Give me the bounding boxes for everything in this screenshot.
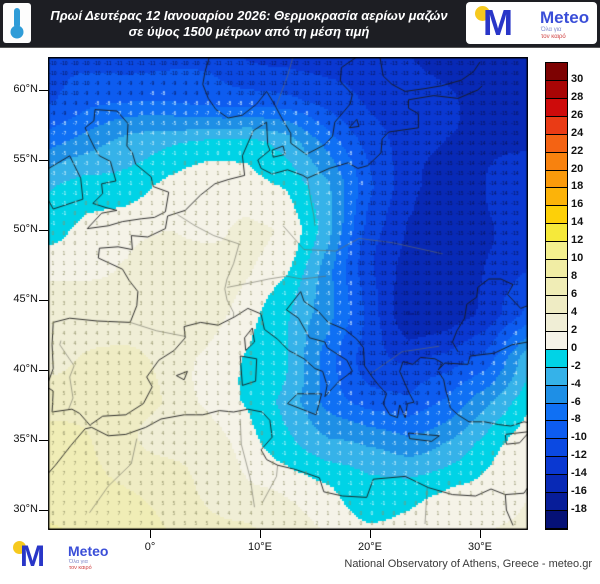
colorbar-tick-label: -6: [571, 395, 581, 408]
lat-tick-mark: [39, 439, 48, 441]
map-title: Πρωί Δευτέρας 12 Ιανουαρίου 2026: Θερμοκ…: [36, 0, 462, 47]
lat-tick-label: 60°N: [13, 83, 38, 95]
logo-tagline-2: τον καιρό: [69, 565, 92, 571]
lat-tick-label: 50°N: [13, 223, 38, 235]
colorbar-tick-label: 20: [571, 162, 584, 175]
colorbar-tick-label: 24: [571, 126, 584, 139]
lat-tick-label: 40°N: [13, 363, 38, 375]
lon-tick-mark: [479, 530, 481, 538]
colorbar-cell: [546, 224, 567, 243]
lat-tick-label: 45°N: [13, 293, 38, 305]
colorbar-cell: [546, 170, 567, 189]
colorbar-cell: [546, 457, 567, 476]
colorbar-cell: [546, 475, 567, 494]
colorbar-tick-label: -2: [571, 359, 581, 372]
lat-tick-label: 35°N: [13, 433, 38, 445]
colorbar-cell: [546, 80, 567, 99]
colorbar-tick-label: -10: [571, 431, 587, 444]
colorbar-tick-label: -18: [571, 503, 587, 516]
lon-tick-label: 10°E: [248, 541, 272, 553]
logo-sun-icon: [475, 6, 490, 21]
colorbar-cell: [546, 385, 567, 404]
lat-tick-mark: [39, 369, 48, 371]
lon-tick-label: 0°: [144, 541, 156, 553]
lon-tick-mark: [149, 530, 151, 538]
lon-tick-label: 30°E: [468, 541, 492, 553]
colorbar: [545, 62, 568, 530]
colorbar-cell: [546, 63, 567, 81]
lat-tick-mark: [39, 299, 48, 301]
colorbar-cell: [546, 403, 567, 422]
colorbar-tick-label: 10: [571, 252, 584, 265]
colorbar-tick-label: -14: [571, 467, 587, 480]
lat-tick-mark: [39, 229, 48, 231]
colorbar-cell: [546, 367, 567, 386]
lat-tick-mark: [39, 159, 48, 161]
lat-tick-mark: [39, 89, 48, 91]
colorbar-tick-label: 4: [571, 305, 578, 318]
meteo-logo-footer: M Meteo Όλα για τον καιρό: [8, 538, 118, 580]
title-line-1: Πρωί Δευτέρας 12 Ιανουαρίου 2026: Θερμοκ…: [50, 7, 448, 23]
logo-tagline-1: Όλα για: [541, 27, 562, 33]
lat-tick-mark: [39, 509, 48, 511]
logo-tagline-1: Όλα για: [69, 559, 88, 565]
colorbar-tick-label: 12: [571, 234, 584, 247]
logo-m-icon: M: [20, 540, 45, 573]
anomaly-map-canvas: [48, 57, 528, 530]
colorbar-cell: [546, 260, 567, 279]
logo-sun-icon: [13, 541, 26, 554]
colorbar-cell: [546, 134, 567, 153]
title-line-2: σε ύψος 1500 μέτρων από τη μέση τιμή: [128, 23, 370, 39]
colorbar-tick-label: 30: [571, 72, 584, 85]
meteo-logo: M Meteo Όλα για τον καιρό: [466, 2, 597, 44]
colorbar-tick-label: 26: [571, 108, 584, 121]
colorbar-cell: [546, 278, 567, 296]
colorbar-tick-label: 16: [571, 198, 584, 211]
lon-tick-mark: [259, 530, 261, 538]
colorbar-cell: [546, 152, 567, 171]
colorbar-cell: [546, 313, 567, 332]
colorbar-cell: [546, 493, 567, 512]
lon-tick-mark: [369, 530, 371, 538]
colorbar-cell: [546, 439, 567, 458]
colorbar-tick-label: 14: [571, 216, 584, 229]
colorbar-tick-label: 22: [571, 144, 584, 157]
thermometer-badge: [3, 3, 31, 43]
colorbar-tick-label: 2: [571, 323, 578, 336]
lat-tick-label: 55°N: [13, 153, 38, 165]
thermometer-icon: [10, 8, 24, 39]
colorbar-tick-label: 28: [571, 90, 584, 103]
colorbar-tick-label: -8: [571, 413, 581, 426]
lon-tick-label: 20°E: [358, 541, 382, 553]
colorbar-cell: [546, 295, 567, 314]
attribution-text: National Observatory of Athens, Greece -…: [344, 558, 592, 570]
lat-tick-label: 30°N: [13, 503, 38, 515]
colorbar-cell: [546, 421, 567, 440]
header-bar: Πρωί Δευτέρας 12 Ιανουαρίου 2026: Θερμοκ…: [0, 0, 600, 48]
colorbar-cell: [546, 188, 567, 207]
colorbar-tick-label: 6: [571, 288, 578, 300]
colorbar-cell: [546, 242, 567, 261]
colorbar-cell: [546, 116, 567, 135]
colorbar-tick-label: -4: [571, 377, 581, 390]
meteo-logo-header: M Meteo Όλα για τον καιρό: [466, 2, 597, 44]
logo-tagline-2: τον καιρό: [541, 34, 566, 40]
colorbar-cell: [546, 331, 567, 350]
colorbar-cell: [546, 98, 567, 117]
colorbar-tick-label: -16: [571, 485, 587, 498]
colorbar-cell: [546, 349, 567, 368]
logo-m-icon: M: [483, 2, 513, 43]
colorbar-cell: [546, 511, 567, 529]
logo-brand-name: Meteo: [68, 543, 109, 559]
colorbar-cell: [546, 206, 567, 225]
logo-brand-name: Meteo: [540, 8, 590, 27]
colorbar-tick-label: 0: [571, 341, 578, 354]
colorbar-tick-label: 8: [571, 270, 578, 283]
colorbar-tick-label: -12: [571, 449, 587, 462]
colorbar-tick-label: 18: [571, 180, 584, 193]
